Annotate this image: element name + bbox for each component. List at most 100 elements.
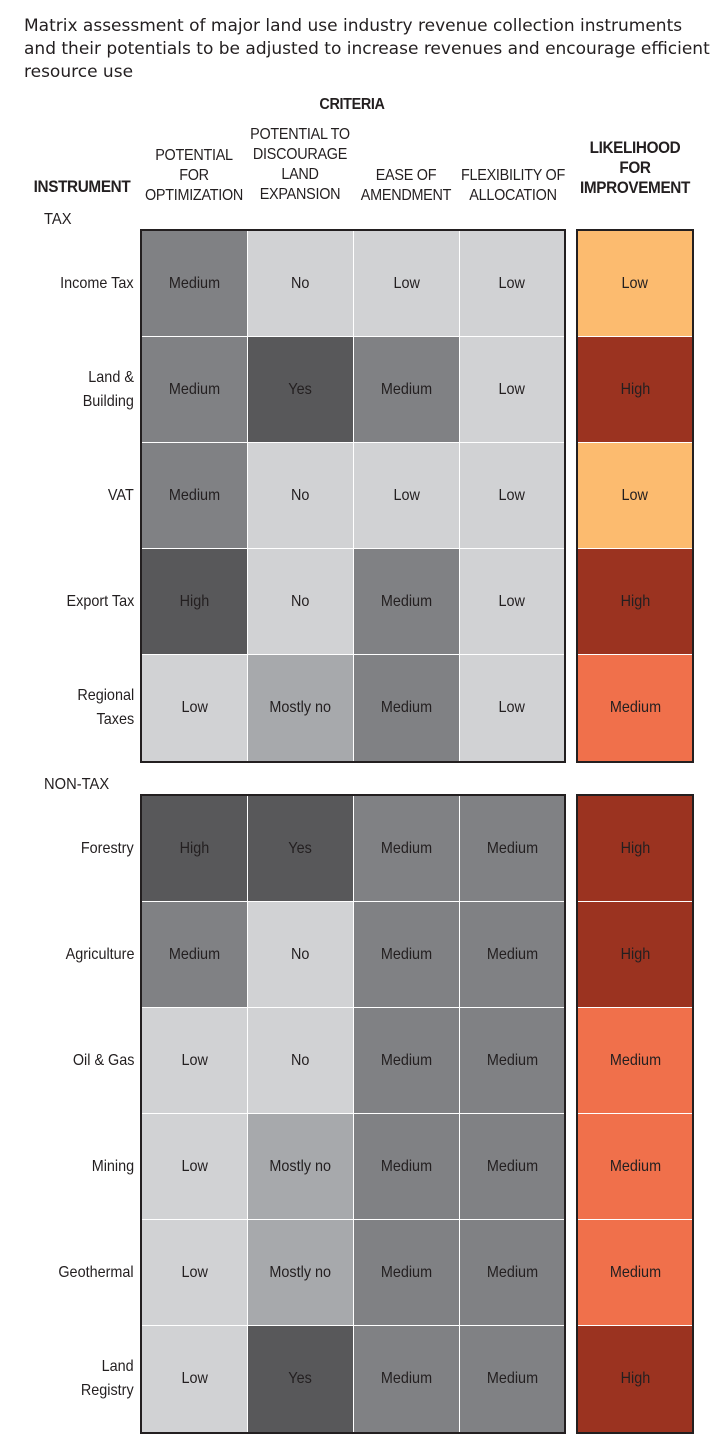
cell-value: Medium — [380, 380, 433, 398]
header-line: FOR — [179, 167, 209, 184]
cell-value: Low — [181, 699, 208, 716]
matrix-cell: Medium — [354, 1220, 460, 1326]
table-row: High Yes Medium Medium — [142, 796, 564, 902]
likelihood-cell: High — [578, 337, 692, 443]
row-label-line: Geothermal — [58, 1264, 134, 1281]
row-label-regional-taxes: Regional Taxes — [20, 655, 134, 761]
cell-value: No — [291, 592, 310, 610]
likelihood-row: Low — [578, 231, 692, 337]
matrix-cell: Yes — [248, 337, 354, 443]
cell-value: Low — [181, 1263, 208, 1281]
matrix-cell: Mostly no — [248, 1114, 354, 1220]
cell-value: No — [291, 1051, 310, 1069]
likelihood-cell: Low — [578, 231, 692, 337]
cell-value: Medium — [168, 945, 221, 963]
matrix-cell: Low — [142, 1008, 248, 1114]
matrix-cell: Medium — [142, 337, 248, 443]
header-line: IMPROVEMENT — [580, 178, 690, 197]
matrix-cell: Medium — [354, 337, 460, 443]
table-row: Medium Yes Medium Low — [142, 337, 564, 443]
row-label-line: Land — [101, 1358, 134, 1375]
table-row: Medium No Low Low — [142, 443, 564, 549]
header-line: EXPANSION — [259, 186, 341, 203]
row-label-line: Export Tax — [66, 593, 134, 610]
cell-value: Medium — [380, 1157, 433, 1175]
column-header-ease-of-amendment: EASE OF AMENDMENT — [352, 166, 460, 206]
likelihood-value: Medium — [609, 1157, 661, 1175]
cell-value: Yes — [288, 380, 313, 398]
matrix-cell: Medium — [460, 1008, 564, 1114]
matrix-cell: Medium — [354, 549, 460, 655]
row-label-line: Mining — [91, 1158, 134, 1175]
cell-value: Medium — [380, 1051, 433, 1069]
section-label-tax: TAX — [44, 211, 72, 228]
likelihood-value: High — [620, 1370, 650, 1387]
header-line: POTENTIAL — [155, 147, 233, 164]
row-label-line: Oil & Gas — [72, 1052, 134, 1069]
matrix-cell: No — [248, 443, 354, 549]
row-label-export-tax: Export Tax — [20, 549, 134, 655]
matrix-cell: Medium — [354, 902, 460, 1008]
cell-value: Medium — [380, 839, 433, 857]
row-label-line: Building — [82, 393, 134, 410]
row-label-line: VAT — [108, 487, 134, 504]
table-row: Low Mostly no Medium Low — [142, 655, 564, 761]
cell-value: Medium — [380, 1370, 433, 1387]
likelihood-row: High — [578, 337, 692, 443]
cell-value: Low — [393, 486, 420, 504]
row-label-vat: VAT — [20, 443, 134, 549]
cell-value: Medium — [168, 486, 221, 504]
cell-value: High — [179, 592, 210, 610]
matrix-cell: Low — [460, 655, 564, 761]
matrix-cell: Low — [354, 443, 460, 549]
matrix-cell: High — [142, 796, 248, 902]
cell-value: Mostly no — [269, 1263, 332, 1281]
row-label-line: Taxes — [96, 711, 134, 728]
row-label-agriculture: Agriculture — [20, 902, 134, 1008]
header-line: DISCOURAGE — [252, 146, 348, 163]
header-line: ALLOCATION — [469, 187, 557, 204]
table-row: Medium No Low Low — [142, 231, 564, 337]
cell-value: Low — [393, 274, 420, 292]
row-label-line: Regional — [77, 687, 134, 704]
table-row: Low Mostly no Medium Medium — [142, 1114, 564, 1220]
matrix-cell: Medium — [460, 1220, 564, 1326]
likelihood-grid-non-tax: High High Medium Medium Medium High — [576, 794, 694, 1434]
column-header-land-expansion: POTENTIAL TO DISCOURAGE LAND EXPANSION — [246, 125, 354, 205]
matrix-cell: Medium — [460, 902, 564, 1008]
likelihood-cell: High — [578, 549, 692, 655]
matrix-cell: Low — [460, 443, 564, 549]
cell-value: Mostly no — [269, 699, 332, 716]
cell-value: Medium — [380, 1263, 433, 1281]
matrix-cell: Low — [460, 231, 564, 337]
cell-value: Low — [498, 274, 526, 292]
cell-value: Medium — [486, 1051, 538, 1069]
likelihood-value: Medium — [609, 699, 661, 716]
likelihood-row: High — [578, 796, 692, 902]
matrix-cell: Medium — [354, 1114, 460, 1220]
matrix-cell: Low — [142, 1220, 248, 1326]
cell-value: Medium — [486, 945, 538, 963]
matrix-cell: Low — [354, 231, 460, 337]
likelihood-cell: Medium — [578, 1114, 692, 1220]
cell-value: Mostly no — [269, 1157, 332, 1175]
table-row: Low Mostly no Medium Medium — [142, 1220, 564, 1326]
cell-value: Low — [181, 1157, 208, 1175]
cell-value: Low — [498, 486, 526, 504]
matrix-cell: Medium — [460, 1114, 564, 1220]
likelihood-cell: High — [578, 902, 692, 1008]
matrix-cell: No — [248, 549, 354, 655]
likelihood-row: Medium — [578, 655, 692, 761]
likelihood-row: Medium — [578, 1114, 692, 1220]
matrix-cell: Medium — [354, 1326, 460, 1432]
criteria-grid-non-tax: High Yes Medium Medium Medium No Medium Medium L… — [140, 794, 566, 1434]
likelihood-value: High — [620, 592, 650, 610]
matrix-cell: Medium — [142, 231, 248, 337]
matrix-cell: Low — [460, 549, 564, 655]
table-row: High No Medium Low — [142, 549, 564, 655]
likelihood-header: LIKELIHOOD FOR IMPROVEMENT — [577, 138, 694, 198]
likelihood-row: High — [578, 902, 692, 1008]
table-row: Low No Medium Medium — [142, 1008, 564, 1114]
likelihood-row: Medium — [578, 1008, 692, 1114]
matrix-cell: High — [142, 549, 248, 655]
